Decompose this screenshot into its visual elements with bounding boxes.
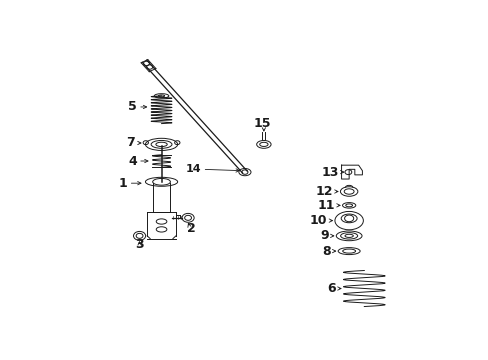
Text: 9: 9 xyxy=(320,229,328,242)
Text: 7: 7 xyxy=(126,136,135,149)
Text: 15: 15 xyxy=(253,117,270,130)
Text: 5: 5 xyxy=(128,100,137,113)
Text: 10: 10 xyxy=(309,214,326,227)
Text: 13: 13 xyxy=(321,166,338,179)
Text: 14: 14 xyxy=(185,164,201,174)
Text: 1: 1 xyxy=(119,177,127,190)
Text: 6: 6 xyxy=(326,282,335,295)
Text: 11: 11 xyxy=(317,199,334,212)
Text: 12: 12 xyxy=(315,185,332,198)
Text: 4: 4 xyxy=(128,154,137,167)
Text: 2: 2 xyxy=(186,222,195,235)
Text: 3: 3 xyxy=(135,238,143,251)
Text: 8: 8 xyxy=(321,244,330,258)
